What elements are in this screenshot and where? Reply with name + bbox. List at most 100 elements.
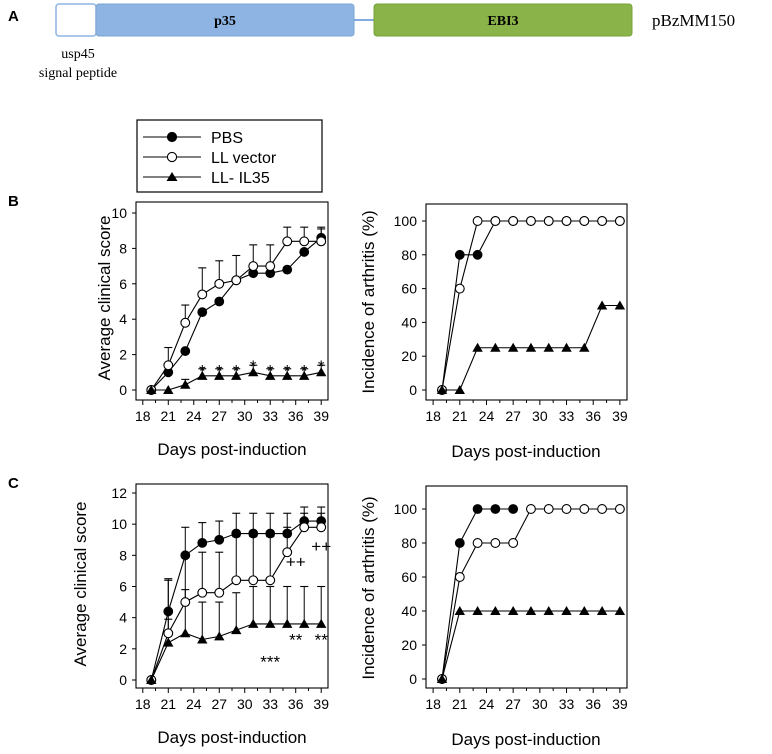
data-point-ll-vector	[472, 538, 483, 548]
data-point-ll-il35	[146, 675, 157, 684]
data-point-ll-vector	[543, 216, 554, 226]
data-point-ll-il35	[596, 606, 608, 615]
y-tick-label: 2	[119, 641, 127, 657]
data-point-ll-il35	[579, 342, 590, 352]
data-point-ll-vector	[316, 236, 327, 247]
data-point-ll-il35	[146, 385, 157, 394]
data-point-ll-il35	[299, 618, 310, 628]
data-point-pbs	[180, 346, 191, 356]
data-point-ll-vector	[316, 522, 327, 533]
significance-marker: *	[250, 357, 257, 376]
ebi3-label: EBI3	[487, 14, 518, 29]
data-point-ll-il35	[561, 606, 572, 615]
data-point-ll-vector	[614, 216, 625, 226]
data-point-ll-vector	[525, 504, 536, 514]
p35-label: p35	[214, 14, 236, 29]
data-point-ll-il35	[197, 634, 208, 644]
x-tick-label: 21	[452, 408, 468, 424]
x-tick-label: 30	[532, 696, 548, 712]
data-point-ll-il35	[180, 628, 191, 638]
signal-peptide-box	[55, 3, 97, 37]
data-point-ll-il35	[490, 606, 501, 615]
y-tick-label: 6	[119, 579, 127, 595]
plot-b-incidence: Incidence of arthritis (%) Days post-ind…	[359, 203, 628, 461]
significance-marker: ++	[286, 553, 306, 572]
x-tick-label: 39	[313, 696, 329, 712]
data-point-pbs	[231, 528, 242, 539]
data-point-ll-vector	[265, 261, 276, 272]
panel-label-b: B	[8, 193, 19, 210]
y-axis-title: Incidence of arthritis (%)	[359, 210, 378, 393]
data-point-ll-vector	[214, 587, 225, 598]
data-point-pbs	[248, 528, 259, 539]
data-point-ll-vector	[248, 575, 259, 586]
x-tick-label: 33	[559, 696, 575, 712]
data-point-ll-il35	[525, 342, 537, 352]
plot-frame	[425, 485, 628, 689]
data-point-ll-il35	[265, 370, 276, 380]
data-point-ll-il35	[614, 606, 626, 615]
data-point-pbs	[214, 534, 225, 545]
x-tick-label: 18	[135, 696, 151, 712]
data-point-pbs	[490, 504, 501, 514]
data-point-ll-il35	[231, 370, 242, 380]
data-point-ll-il35	[436, 385, 448, 394]
y-tick-label: 0	[409, 671, 417, 687]
x-tick-label: 24	[186, 696, 202, 712]
y-tick-label: 12	[111, 485, 127, 501]
data-point-ll-vector	[282, 547, 293, 558]
x-tick-label: 24	[479, 408, 495, 424]
data-point-ll-vector	[543, 504, 554, 514]
data-point-ll-vector	[180, 317, 191, 328]
y-tick-label: 80	[401, 247, 417, 263]
data-point-ll-il35	[543, 606, 554, 615]
data-point-ll-il35	[507, 342, 519, 352]
plot-b-clinical-score: Average clinical score Days post-inducti…	[95, 201, 329, 459]
significance-marker: *	[284, 362, 291, 381]
data-point-ll-vector	[579, 216, 590, 226]
x-axis-title: Days post-induction	[451, 442, 600, 461]
data-point-pbs	[163, 606, 174, 617]
y-axis-title: Average clinical score	[71, 501, 90, 666]
data-point-pbs	[282, 528, 293, 539]
significance-marker: **	[315, 630, 329, 649]
data-point-ll-vector	[299, 236, 310, 247]
data-point-ll-il35	[579, 606, 590, 615]
significance-marker: ***	[260, 652, 280, 671]
data-point-ll-il35	[299, 370, 310, 380]
plasmid-name: pBzMM150	[652, 11, 735, 30]
x-tick-label: 39	[612, 408, 628, 424]
legend-label-pbs: PBS	[211, 130, 243, 147]
data-point-ll-il35	[561, 342, 572, 352]
data-point-ll-il35	[472, 606, 483, 615]
x-tick-label: 33	[262, 696, 278, 712]
data-point-ll-vector	[163, 628, 174, 639]
data-point-ll-vector	[180, 597, 191, 608]
y-tick-label: 10	[111, 205, 127, 221]
data-point-ll-vector	[579, 504, 590, 514]
y-tick-label: 80	[401, 535, 417, 551]
x-tick-label: 27	[505, 408, 521, 424]
data-point-ll-vector	[614, 504, 625, 514]
data-point-ll-vector	[197, 587, 208, 598]
data-point-ll-vector	[282, 236, 293, 247]
legend-marker-pbs	[166, 131, 178, 143]
data-point-pbs	[454, 538, 465, 548]
data-point-ll-il35	[596, 300, 608, 310]
x-tick-label: 24	[479, 696, 495, 712]
data-point-ll-il35	[214, 631, 225, 641]
construct-diagram: A p35 EBI3 pBzMM150 usp45 signal peptide	[8, 3, 735, 81]
significance-marker: *	[301, 362, 308, 381]
x-tick-label: 21	[452, 696, 468, 712]
x-axis-title: Days post-induction	[157, 728, 306, 747]
x-tick-label: 18	[135, 408, 151, 424]
data-point-ll-il35	[525, 606, 537, 615]
series-line-ll-il35	[441, 610, 620, 680]
legend-label-ll-il35: LL- IL35	[211, 170, 270, 187]
x-tick-label: 36	[585, 408, 601, 424]
data-point-pbs	[265, 528, 276, 539]
data-point-ll-vector	[525, 216, 536, 226]
significance-marker: ++	[311, 537, 331, 556]
data-point-ll-vector	[597, 504, 608, 514]
